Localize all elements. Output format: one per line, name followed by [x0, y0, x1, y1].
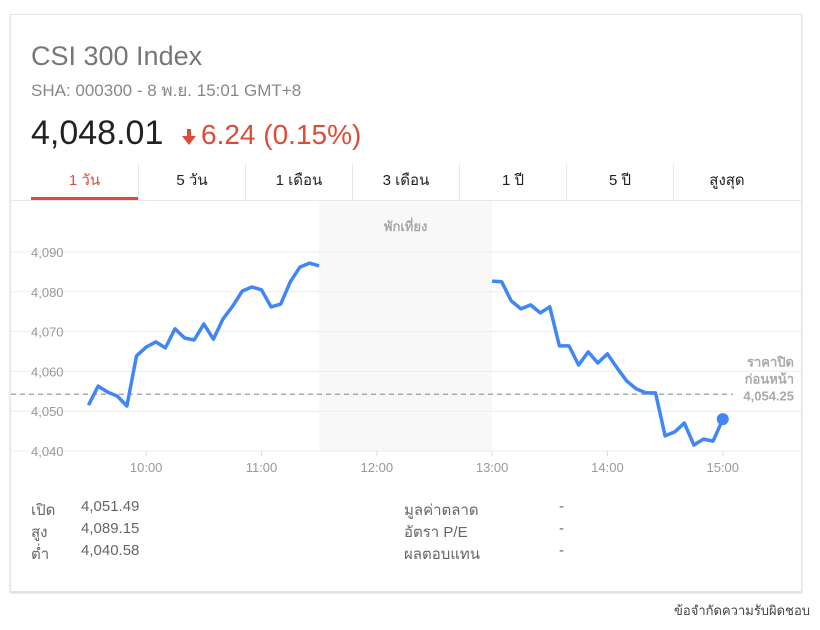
current-price: 4,048.01 — [31, 114, 164, 152]
stat-low: ต่ำ 4,040.58 — [31, 542, 140, 563]
x-tick-label: 14:00 — [591, 460, 624, 475]
index-title: CSI 300 Index — [31, 41, 203, 71]
tab-divider — [11, 200, 801, 201]
previous-close-label: ก่อนหน้า — [745, 371, 794, 386]
arrow-down-icon — [182, 129, 196, 145]
tab-5-year[interactable]: 5 ปี — [566, 164, 673, 200]
y-tick-label: 4,080 — [31, 285, 64, 300]
tab-3-month[interactable]: 3 เดือน — [352, 164, 459, 200]
x-tick-label: 12:00 — [361, 460, 394, 475]
stat-pe-ratio: อัตรา P/E - — [404, 520, 564, 541]
ticker-subtitle: SHA: 000300 - 8 พ.ย. 15:01 GMT+8 — [31, 81, 302, 100]
price-chart[interactable]: พักเที่ยง 4,090 4,080 4,070 4,060 4,050 4,040 1… — [11, 201, 801, 491]
tab-1-year[interactable]: 1 ปี — [459, 164, 566, 200]
y-tick-label: 4,050 — [31, 404, 64, 419]
stat-dividend-yield: ผลตอบแทน - — [404, 542, 564, 563]
y-tick-label: 4,070 — [31, 325, 64, 340]
lunch-break-label: พักเที่ยง — [384, 217, 427, 234]
disclaimer-link[interactable]: ข้อจำกัดความรับผิดชอบ — [674, 603, 810, 618]
price-change: 6.24 (0.15%) — [181, 119, 361, 151]
x-tick-label: 10:00 — [130, 460, 163, 475]
tab-max[interactable]: สูงสุด — [673, 164, 780, 200]
y-tick-label: 4,040 — [31, 444, 64, 459]
previous-close-value: 4,054.25 — [743, 388, 794, 403]
tab-1-month[interactable]: 1 เดือน — [245, 164, 352, 200]
tab-5-day[interactable]: 5 วัน — [138, 164, 245, 200]
price-line-afternoon — [491, 279, 725, 447]
stats-right: มูลค่าตลาด - อัตรา P/E - ผลตอบแทน - — [404, 498, 564, 564]
stock-card: CSI 300 Index SHA: 000300 - 8 พ.ย. 15:01… — [10, 14, 802, 592]
y-tick-label: 4,090 — [31, 245, 64, 260]
y-tick-label: 4,060 — [31, 364, 64, 379]
stat-high: สูง 4,089.15 — [31, 520, 140, 541]
stat-open: เปิด 4,051.49 — [31, 498, 140, 519]
x-tick-label: 15:00 — [706, 460, 739, 475]
x-tick-label: 13:00 — [476, 460, 509, 475]
stat-market-cap: มูลค่าตลาด - — [404, 498, 564, 519]
price-line-morning — [86, 261, 320, 408]
range-tabs: 1 วัน 5 วัน 1 เดือน 3 เดือน 1 ปี 5 ปี สู… — [31, 164, 781, 200]
change-value: 6.24 (0.15%) — [201, 119, 362, 150]
stats-left: เปิด 4,051.49 สูง 4,089.15 ต่ำ 4,040.58 — [31, 498, 139, 564]
last-price-dot — [716, 413, 729, 426]
tab-1-day[interactable]: 1 วัน — [31, 164, 138, 200]
previous-close-label: ราคาปิด — [747, 354, 794, 369]
lunch-break-region — [319, 201, 493, 451]
x-tick-label: 11:00 — [246, 460, 278, 475]
